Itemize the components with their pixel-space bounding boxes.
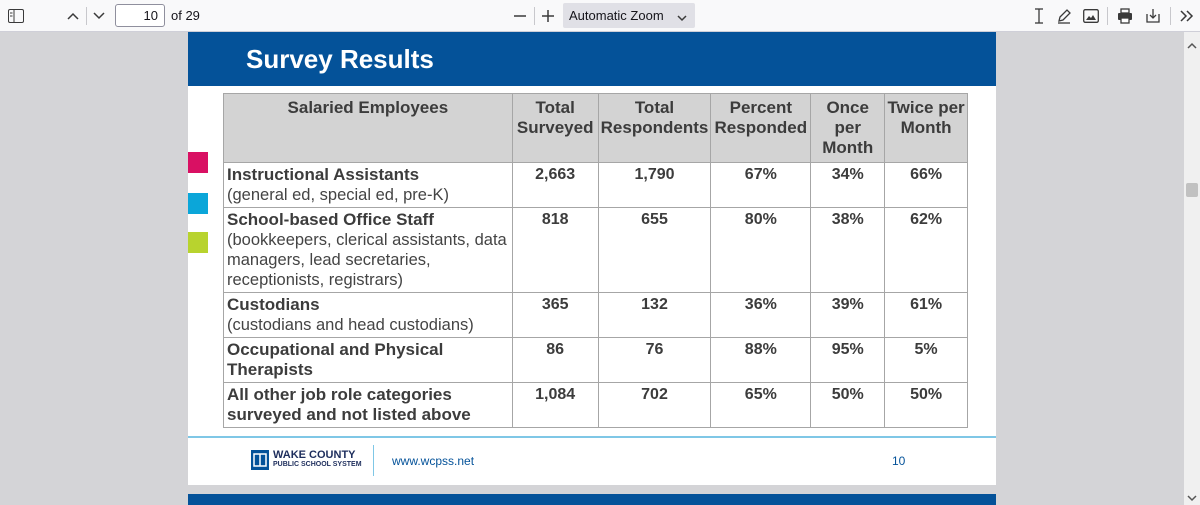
total-respondents: 1,790	[597, 162, 712, 208]
once-per-month: 34%	[810, 162, 886, 208]
page-count: of 29	[171, 8, 200, 23]
role-cell: Occupational and Physical Therapists	[223, 337, 513, 383]
table-row: Custodians (custodians and head custodian…	[223, 292, 968, 338]
green-accent-square	[188, 232, 208, 253]
chevron-down-icon	[677, 10, 687, 25]
twice-per-month: 50%	[884, 382, 968, 428]
zoom-select[interactable]: Automatic Zoom	[563, 3, 695, 28]
twice-per-month: 5%	[884, 337, 968, 383]
slide-header-band: Survey Results	[188, 32, 996, 86]
toolbar-separator	[534, 7, 535, 25]
double-chevron-right-icon[interactable]	[1176, 4, 1198, 28]
toolbar-separator	[1107, 7, 1108, 25]
table-header-row: Salaried Employees Total Surveyed Total …	[223, 93, 968, 163]
table-header: Salaried Employees	[223, 93, 513, 163]
pink-accent-square	[188, 152, 208, 173]
table-header: Once per Month	[810, 93, 886, 163]
slide-title: Survey Results	[246, 44, 434, 74]
role-name: School-based Office Staff	[227, 210, 434, 229]
table-header: Twice per Month	[884, 93, 968, 163]
once-per-month: 95%	[810, 337, 886, 383]
table-header: Total Respondents	[597, 93, 712, 163]
once-per-month: 50%	[810, 382, 886, 428]
download-icon[interactable]	[1142, 4, 1164, 28]
sidebar-toggle-icon[interactable]	[4, 4, 28, 28]
twice-per-month: 61%	[884, 292, 968, 338]
total-respondents: 76	[597, 337, 712, 383]
total-surveyed: 1,084	[511, 382, 599, 428]
logo-line-1: WAKE COUNTY	[273, 449, 356, 461]
zoom-select-label: Automatic Zoom	[569, 8, 664, 23]
footer-url: www.wcpss.net	[392, 454, 475, 468]
survey-results-table: Salaried Employees Total Surveyed Total …	[223, 93, 968, 428]
table-header: Percent Responded	[710, 93, 812, 163]
role-description: (general ed, special ed, pre-K)	[227, 186, 449, 204]
once-per-month: 39%	[810, 292, 886, 338]
table-row: School-based Office Staff (bookkeepers, c…	[223, 207, 968, 293]
table-header: Total Surveyed	[511, 93, 599, 163]
zoom-out-icon[interactable]	[509, 4, 531, 28]
role-cell: Instructional Assistants (general ed, spe…	[223, 162, 513, 208]
table-row: Instructional Assistants (general ed, spe…	[223, 162, 968, 208]
vertical-scrollbar[interactable]	[1184, 32, 1200, 505]
role-cell: All other job role categories surveyed a…	[223, 382, 513, 428]
total-surveyed: 365	[511, 292, 599, 338]
print-icon[interactable]	[1114, 4, 1136, 28]
scrollbar-thumb[interactable]	[1186, 183, 1198, 197]
blue-accent-square	[188, 193, 208, 214]
pdf-page: Survey Results Salaried Employees Total …	[188, 32, 996, 485]
role-description: (bookkeepers, clerical assistants, data …	[227, 231, 507, 289]
wcpss-logo: WAKE COUNTY PUBLIC SCHOOL SYSTEM	[251, 450, 362, 470]
previous-page-icon[interactable]	[62, 4, 84, 28]
toolbar-separator	[1170, 7, 1171, 25]
once-per-month: 38%	[810, 207, 886, 293]
twice-per-month: 62%	[884, 207, 968, 293]
role-name: All other job role categories surveyed a…	[227, 385, 471, 424]
table-row: Occupational and Physical Therapists 86 …	[223, 337, 968, 383]
percent-responded: 80%	[710, 207, 812, 293]
total-respondents: 132	[597, 292, 712, 338]
pen-icon[interactable]	[1053, 4, 1075, 28]
twice-per-month: 66%	[884, 162, 968, 208]
percent-responded: 36%	[710, 292, 812, 338]
role-name: Occupational and Physical Therapists	[227, 340, 444, 379]
footer-divider	[188, 436, 996, 438]
role-cell: Custodians (custodians and head custodian…	[223, 292, 513, 338]
zoom-in-icon[interactable]	[537, 4, 559, 28]
total-surveyed: 818	[511, 207, 599, 293]
slide-page-number: 10	[892, 454, 906, 468]
table-row: All other job role categories surveyed a…	[223, 382, 968, 428]
percent-responded: 65%	[710, 382, 812, 428]
footer-vertical-divider	[373, 445, 374, 476]
school-logo-icon	[251, 450, 269, 470]
next-page-icon[interactable]	[88, 4, 110, 28]
role-name: Instructional Assistants	[227, 165, 420, 184]
scroll-down-icon[interactable]	[1187, 489, 1197, 505]
next-pdf-page	[188, 494, 996, 505]
image-icon[interactable]	[1080, 4, 1102, 28]
role-description: (custodians and head custodians)	[227, 316, 474, 334]
role-cell: School-based Office Staff (bookkeepers, c…	[223, 207, 513, 293]
total-respondents: 655	[597, 207, 712, 293]
total-respondents: 702	[597, 382, 712, 428]
toolbar-separator	[86, 7, 87, 25]
text-cursor-icon[interactable]	[1028, 4, 1050, 28]
logo-line-2: PUBLIC SCHOOL SYSTEM	[273, 461, 362, 468]
scroll-up-icon[interactable]	[1187, 36, 1197, 54]
percent-responded: 67%	[710, 162, 812, 208]
percent-responded: 88%	[710, 337, 812, 383]
total-surveyed: 2,663	[511, 162, 599, 208]
pdf-toolbar: of 29 Automatic Zoom	[0, 0, 1200, 32]
role-name: Custodians	[227, 295, 320, 314]
page-number-input[interactable]	[115, 4, 165, 27]
total-surveyed: 86	[511, 337, 599, 383]
